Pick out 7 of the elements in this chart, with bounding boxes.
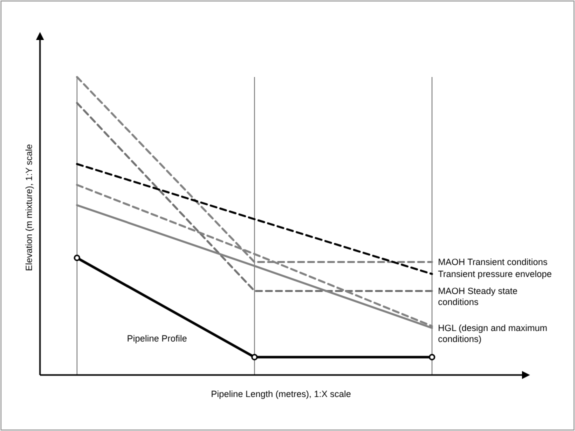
y-axis-title: Elevation (m mixture), 1:Y scale	[24, 144, 34, 271]
series-label: HGL (design and maximum conditions)	[438, 322, 548, 344]
x-axis-title: Pipeline Length (metres), 1:X scale	[210, 389, 352, 399]
series-label: Transient pressure envelope	[438, 268, 552, 279]
series-label: Pipeline Profile	[127, 333, 188, 344]
series-label: MAOH Steady state conditions	[438, 286, 518, 307]
series-label: MAOH Transient conditions	[438, 257, 548, 268]
